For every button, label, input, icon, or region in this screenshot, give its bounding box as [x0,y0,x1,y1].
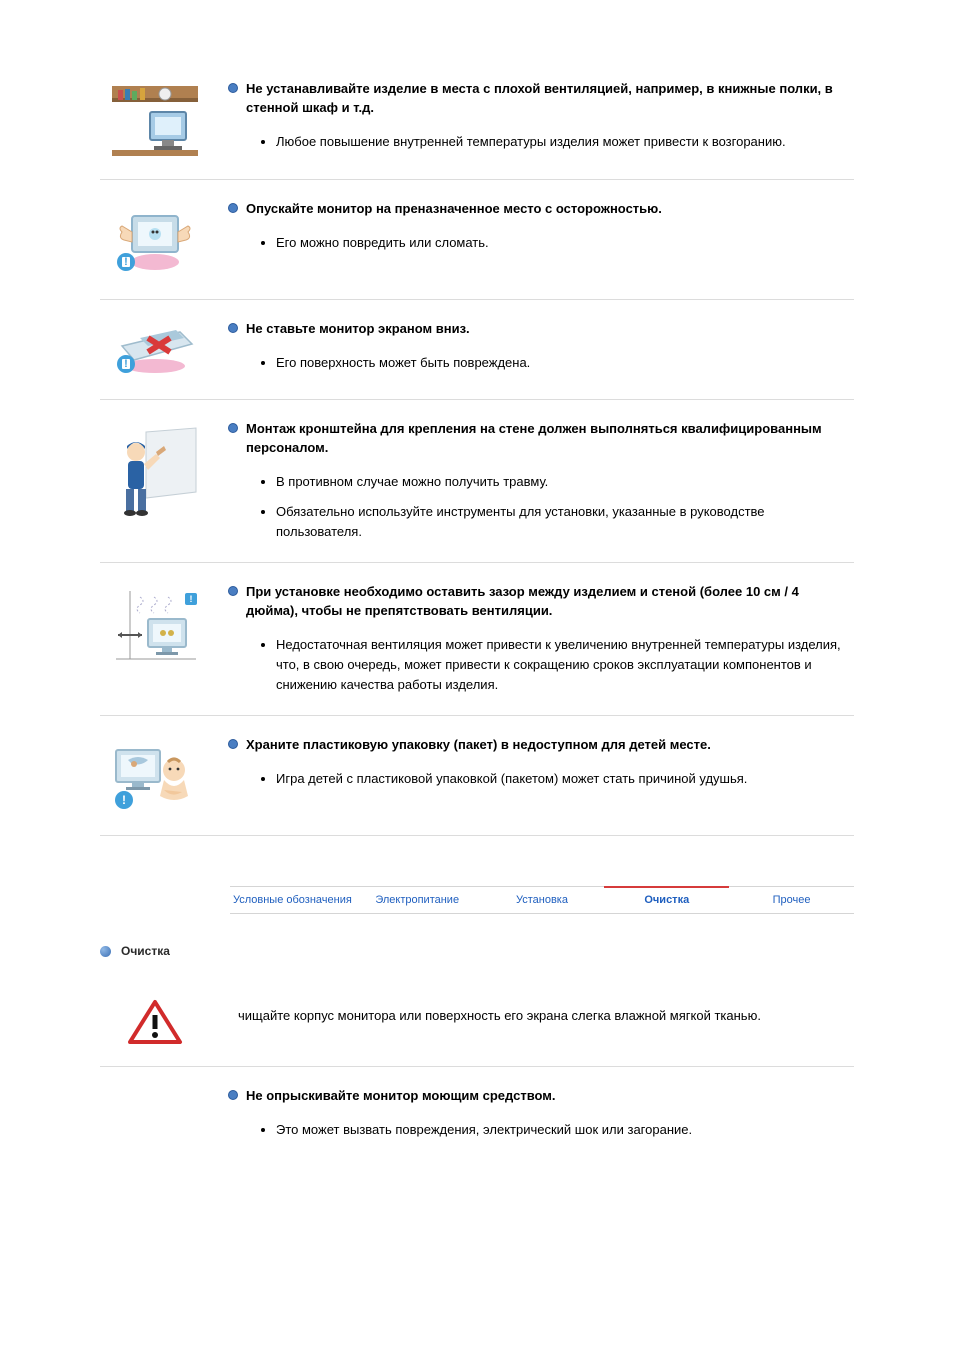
illustration-technician-icon [100,424,210,519]
item-title: Монтаж кронштейна для крепления на стене… [246,420,854,458]
illustration-child-bag-icon: ! [100,740,210,815]
item-title: Не опрыскивайте монитор моющим средством… [246,1087,556,1106]
item-bullet: Его поверхность может быть повреждена. [276,353,854,373]
safety-item: ! Опускайте монитор на преназначенное ме… [100,180,854,300]
bullet-icon [228,1090,238,1100]
safety-item: ! Храните пластиковую упаковку (пакет) в… [100,716,854,836]
tab-install[interactable]: Установка [480,887,605,914]
bullet-icon [228,83,238,93]
item-bullet: Обязательно используйте инструменты для … [276,502,854,542]
tab-notation[interactable]: Условные обозначения [230,887,355,914]
item-content: Храните пластиковую упаковку (пакет) в н… [210,736,854,789]
safety-item: ! При установке необходимо оставить зазо… [100,563,854,716]
item-bullet: Его можно повредить или сломать. [276,233,854,253]
tab-cleaning[interactable]: Очистка [604,887,729,914]
bullet-icon [228,586,238,596]
tab-power[interactable]: Электропитание [355,887,480,914]
safety-item: Не устанавливайте изделие в места с плох… [100,60,854,180]
warning-triangle-icon [100,998,210,1048]
item-title: Опускайте монитор на преназначенное мест… [246,200,662,219]
item-title: Храните пластиковую упаковку (пакет) в н… [246,736,711,755]
item-bullet: В противном случае можно получить травму… [276,472,854,492]
item-content: Монтаж кронштейна для крепления на стене… [210,420,854,542]
svg-text:!: ! [124,256,128,268]
svg-text:!: ! [122,793,126,807]
safety-item: Монтаж кронштейна для крепления на стене… [100,400,854,563]
svg-text:!: ! [190,594,193,604]
bullet-icon [228,323,238,333]
warning-text: чищайте корпус монитора или поверхность … [210,994,854,1026]
item-bullet: Игра детей с пластиковой упаковкой (паке… [276,769,854,789]
bullet-icon [228,203,238,213]
section-title: Очистка [121,944,170,958]
section-bullet-icon [100,946,111,957]
item-content: Не опрыскивайте монитор моющим средством… [210,1087,854,1140]
item-title: Не ставьте монитор экраном вниз. [246,320,470,339]
item-title: При установке необходимо оставить зазор … [246,583,854,621]
item-bullet: Любое повышение внутренней температуры и… [276,132,854,152]
item-content: Не ставьте монитор экраном вниз. Его пов… [210,320,854,373]
illustration-facedown-icon: ! [100,324,210,379]
safety-item: ! Не ставьте монитор экраном вниз. Его п… [100,300,854,400]
tab-others[interactable]: Прочее [729,887,854,914]
bullet-icon [228,423,238,433]
illustration-hands-monitor-icon: ! [100,204,210,279]
safety-item: Не опрыскивайте монитор моющим средством… [100,1067,854,1160]
svg-text:!: ! [124,358,128,370]
item-title: Не устанавливайте изделие в места с плох… [246,80,854,118]
illustration-shelf-icon [100,84,210,159]
item-content: Опускайте монитор на преназначенное мест… [210,200,854,253]
bullet-icon [228,739,238,749]
item-content: При установке необходимо оставить зазор … [210,583,854,695]
illustration-ventilation-gap-icon: ! [100,587,210,667]
nav-tabs: Условные обозначения Электропитание Уста… [230,886,854,914]
warning-item: чищайте корпус монитора или поверхность … [100,976,854,1067]
section-header: Очистка [100,944,854,958]
item-content: Не устанавливайте изделие в места с плох… [210,80,854,152]
item-bullet: Недостаточная вентиляция может привести … [276,635,854,695]
item-bullet: Это может вызвать повреждения, электриче… [276,1120,854,1140]
